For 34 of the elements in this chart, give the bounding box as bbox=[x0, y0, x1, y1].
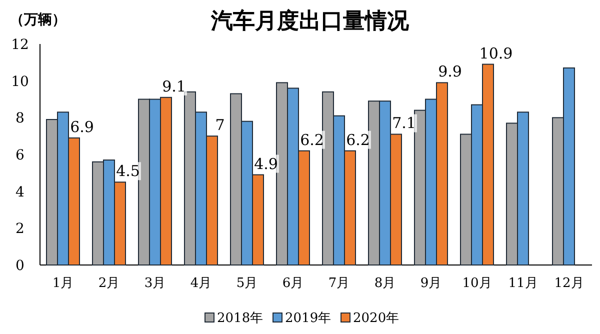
data-label: 4.5 bbox=[116, 162, 140, 180]
y-tick-label: 12 bbox=[11, 37, 29, 53]
chart-title: 汽车月度出口量情况 bbox=[210, 8, 410, 34]
x-tick-label: 9月 bbox=[420, 276, 442, 291]
data-label: 6.2 bbox=[346, 130, 370, 149]
legend-label: 2018年 bbox=[217, 311, 264, 326]
x-tick-label: 3月 bbox=[144, 276, 166, 291]
data-label: 9.1 bbox=[162, 77, 186, 96]
data-label: 7.1 bbox=[392, 114, 416, 132]
data-label: 9.9 bbox=[438, 62, 462, 81]
data-label: 7 bbox=[215, 116, 225, 134]
data-label: 4.9 bbox=[254, 154, 278, 173]
x-tick-label: 8月 bbox=[374, 276, 396, 291]
y-tick-label: 8 bbox=[16, 110, 24, 127]
y-tick-label: 4 bbox=[16, 184, 25, 200]
y-axis-title: （万辆） bbox=[10, 12, 66, 28]
x-tick-label: 7月 bbox=[328, 276, 350, 291]
x-tick-label: 1月 bbox=[52, 276, 74, 291]
data-label: 6.2 bbox=[300, 130, 324, 149]
x-tick-label: 4月 bbox=[190, 276, 212, 291]
y-tick-label: 6 bbox=[16, 148, 25, 164]
x-tick-label: 2月 bbox=[98, 276, 120, 291]
data-label: 6.9 bbox=[70, 118, 94, 136]
y-tick-label: 2 bbox=[16, 221, 24, 238]
y-tick-label: 0 bbox=[16, 258, 24, 274]
legend-label: 2020年 bbox=[353, 311, 400, 326]
x-tick-label: 6月 bbox=[282, 276, 304, 291]
x-tick-label: 5月 bbox=[236, 276, 258, 291]
legend-label: 2019年 bbox=[285, 311, 332, 326]
x-tick-label: 10月 bbox=[462, 276, 492, 291]
x-tick-label: 11月 bbox=[508, 276, 538, 291]
x-tick-label: 12月 bbox=[554, 276, 584, 291]
data-label: 10.9 bbox=[479, 44, 513, 62]
y-tick-label: 10 bbox=[11, 74, 29, 90]
